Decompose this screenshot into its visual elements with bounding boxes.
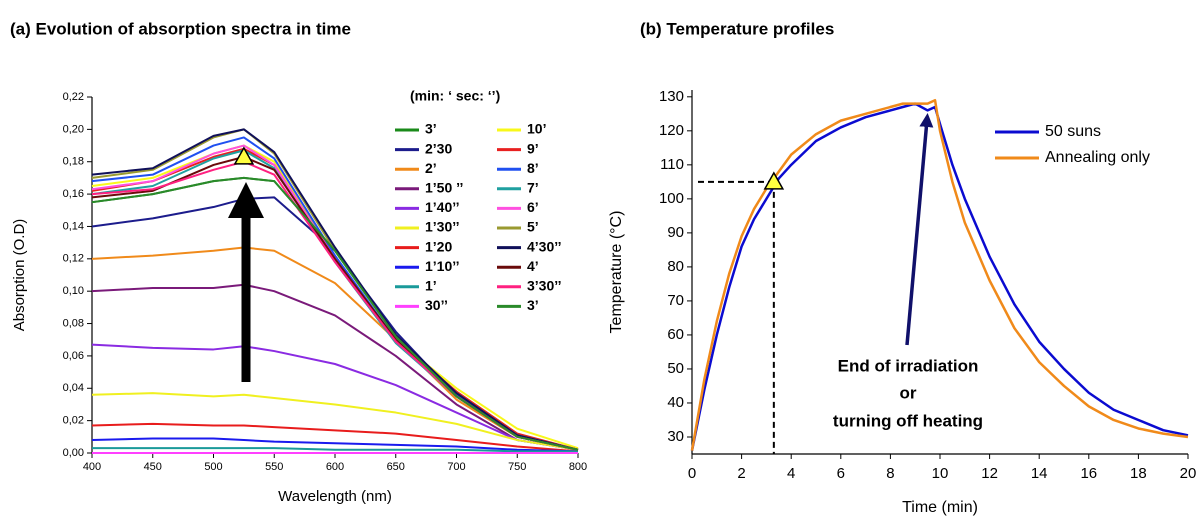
series-line [92,447,578,453]
legend-label: Annealing only [1045,149,1150,166]
y-tick-label: 60 [667,326,684,343]
y-tick-label: 90 [667,224,684,241]
y-tick-label: 0,20 [63,123,84,135]
y-tick-label: 40 [667,394,684,411]
x-axis-label: Wavelength (nm) [278,488,392,505]
legend-title: (min: ‘ sec: ‘’) [410,88,500,104]
y-tick-label: 0,22 [63,91,84,103]
y-tick-label: 0,14 [63,220,84,232]
y-axis-label: Temperature (°C) [608,211,625,334]
legend-label: 2’ [425,160,437,176]
series-line [91,246,579,451]
y-tick-label: 0,00 [63,447,84,459]
series-line [91,283,579,451]
legend-label: 6’ [527,199,539,215]
chart-title: (a) Evolution of absorption spectra in t… [10,19,351,38]
legend-label: 1’20 [425,238,452,254]
legend-label: 1’10’’ [425,258,460,274]
legend-label: 7’ [527,180,539,196]
legend-label: 9’ [527,140,539,156]
y-tick-label: 0,06 [63,350,84,362]
x-tick-label: 500 [204,461,222,473]
series-line [91,392,579,451]
marker-triangle [233,146,255,165]
chart-title: (b) Temperature profiles [640,19,834,38]
x-tick-label: 800 [569,461,587,473]
legend-label: 4’ [527,258,539,274]
legend-label: 2’30 [425,140,452,156]
series-line [91,128,579,451]
y-tick-label: 0,08 [63,317,84,329]
legend-label: 1’30’’ [425,219,460,235]
x-tick-label: 450 [144,461,162,473]
x-tick-label: 14 [1031,465,1048,482]
annotation: or [900,383,917,402]
legend-label: 5’ [527,219,539,235]
legend-label: 3’ [425,121,437,137]
legend-label: 30’’ [425,297,448,313]
legend-label: 4’30’’ [527,238,562,254]
x-tick-label: 0 [688,465,696,482]
x-tick-label: 650 [387,461,405,473]
x-tick-label: 8 [886,465,894,482]
x-tick-label: 20 [1180,465,1197,482]
y-tick-label: 110 [660,156,684,173]
x-tick-label: 16 [1080,465,1097,482]
marker-triangle [763,171,785,190]
y-tick-label: 0,16 [63,188,84,200]
y-axis-label: Absorption (O.D) [11,219,28,332]
x-tick-label: 600 [326,461,344,473]
x-tick-label: 4 [787,465,795,482]
series-line [91,155,579,451]
annotation: turning off heating [833,411,983,430]
x-tick-label: 12 [981,465,998,482]
y-tick-label: 80 [667,258,684,275]
x-tick-label: 6 [837,465,845,482]
series-line [91,343,579,451]
y-tick-label: 100 [659,190,684,207]
legend-label: 3’30’’ [527,278,562,294]
series-line [91,176,579,451]
y-tick-label: 120 [659,122,684,139]
legend-label: 8’ [527,160,539,176]
legend-label: 1’40’’ [425,199,460,215]
x-axis-label: Time (min) [902,499,978,516]
annotation-arrow [905,113,934,346]
series-line [690,98,1189,451]
legend-label: 10’ [527,121,546,137]
y-tick-label: 30 [667,428,684,445]
series-line [91,176,579,451]
series-line [91,136,579,451]
y-tick-label: 0,02 [63,415,84,427]
x-tick-label: 18 [1130,465,1147,482]
x-tick-label: 10 [932,465,949,482]
x-tick-label: 750 [508,461,526,473]
y-tick-label: 130 [659,88,684,105]
x-tick-label: 550 [265,461,283,473]
plots: 0,00 0,02 0,04 0,06 0,08 0,10 0,12 0,14 0,16 0,18… [63,88,1197,482]
legend-label: 3’ [527,297,539,313]
annotation: End of irradiation [838,356,979,375]
series-line [91,422,579,453]
y-tick-label: 0,12 [63,253,84,265]
x-tick-label: 2 [737,465,745,482]
x-tick-label: 400 [83,461,101,473]
legend-label: 1’ [425,278,437,294]
series-line [91,437,579,453]
x-tick-label: 700 [447,461,465,473]
y-tick-label: 70 [667,292,684,309]
legend-label: 1’50 ’’ [425,180,463,196]
y-tick-label: 0,04 [63,382,84,394]
y-tick-label: 0,18 [63,156,84,168]
y-tick-label: 0,10 [63,285,84,297]
series-line [91,128,579,451]
y-tick-label: 50 [667,360,684,377]
series-line [91,196,579,451]
legend-label: 50 suns [1045,123,1101,140]
